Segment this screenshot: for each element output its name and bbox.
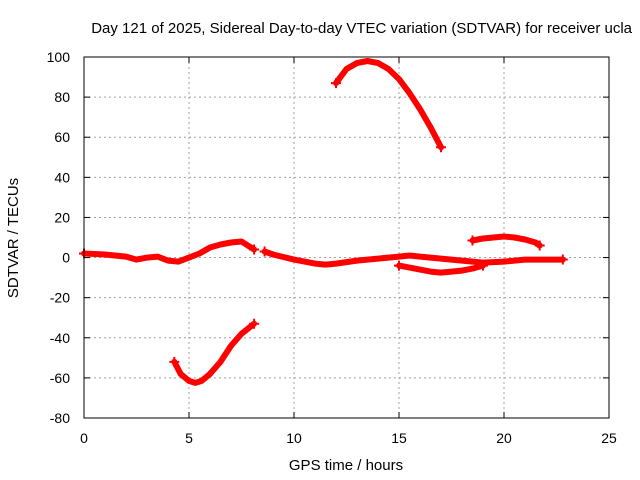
series-line-track-6 [171, 320, 258, 386]
y-tick-label: 100 [47, 49, 71, 65]
series-line-track-2 [261, 248, 566, 268]
series-endpoint-track-3 [436, 142, 446, 153]
series-endpoint-track-2 [259, 246, 270, 257]
y-tick-label: -20 [50, 290, 70, 306]
series-line-track-4 [396, 262, 486, 276]
series-line-track-1 [81, 238, 258, 265]
x-tick-label: 25 [601, 430, 617, 446]
y-tick-label: 40 [54, 169, 70, 185]
x-tick-label: 10 [286, 430, 302, 446]
y-tick-label: -40 [50, 330, 70, 346]
y-tick-label: 80 [54, 89, 70, 105]
series-endpoint-track-2 [557, 254, 568, 265]
x-tick-label: 15 [391, 430, 407, 446]
series-endpoint-track-3 [331, 78, 341, 89]
grid [84, 57, 609, 418]
x-tick-label: 20 [496, 430, 512, 446]
chart-title: Day 121 of 2025, Sidereal Day-to-day VTE… [91, 20, 632, 37]
series-line-track-3 [333, 58, 444, 151]
series-endpoint-track-1 [249, 244, 260, 255]
x-tick-label: 5 [185, 430, 193, 446]
x-tick-label: 0 [80, 430, 88, 446]
axis-ticks [83, 56, 610, 419]
y-axis-label: SDTVAR / TECUs [5, 178, 22, 298]
series-line-track-5 [469, 233, 543, 249]
series-endpoint-track-5 [467, 235, 478, 246]
series-endpoint-track-5 [534, 240, 545, 251]
series-endpoint-track-6 [249, 318, 260, 329]
series-endpoint-track-4 [394, 260, 404, 271]
y-tick-label: -60 [50, 370, 70, 386]
y-tick-label: 20 [54, 209, 70, 225]
y-tick-label: 0 [62, 250, 70, 266]
tick-labels: 0 5 10 15 20 25 -80 -60 -40 -20 0 20 40 60 80 100 [47, 49, 617, 446]
series-endpoint-track-6 [169, 356, 180, 367]
plot-frame [83, 56, 610, 419]
data-series [79, 58, 568, 386]
x-axis-label: GPS time / hours [289, 457, 403, 474]
y-tick-label: 60 [54, 129, 70, 145]
y-tick-label: -80 [50, 410, 70, 426]
series-endpoint-track-4 [478, 260, 488, 271]
